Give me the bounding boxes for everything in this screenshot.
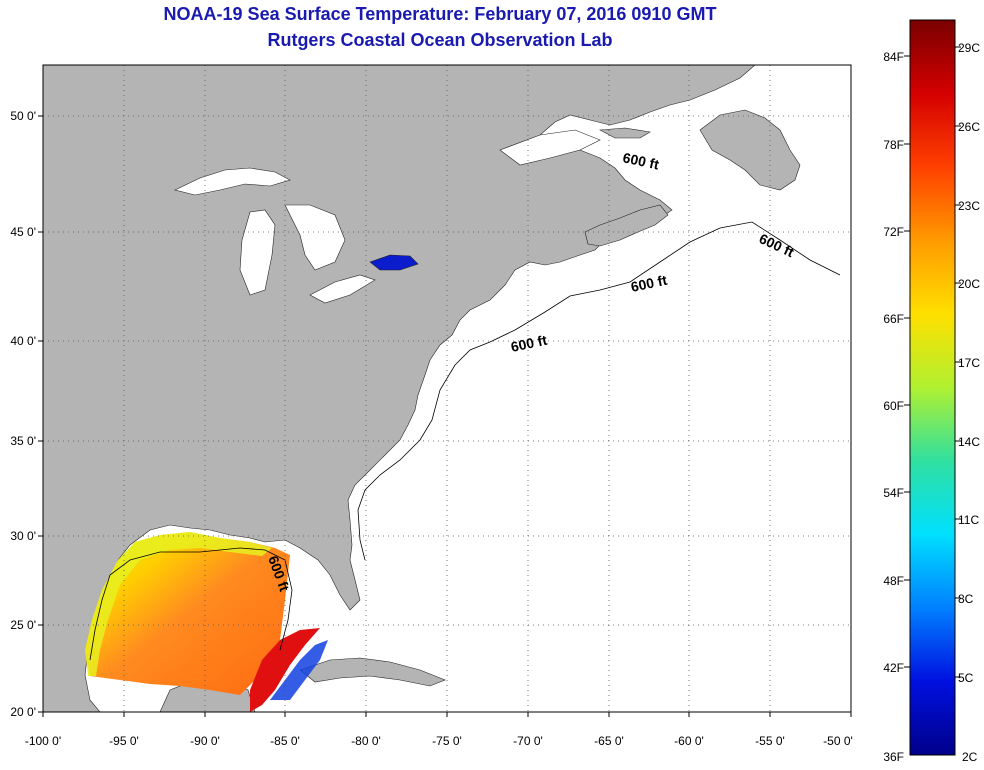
lat-tick-label: 40 0'	[10, 334, 36, 348]
lon-tick-label: -95 0'	[109, 734, 139, 748]
colorbar-f-label: 36F	[883, 750, 904, 764]
loop-current-blue	[270, 640, 328, 700]
lon-tick-label: -80 0'	[351, 734, 381, 748]
lon-tick-label: -85 0'	[270, 734, 300, 748]
colorbar-f-label: 84F	[883, 50, 904, 64]
anticosti-land	[598, 127, 651, 139]
colorbar-c-label: 17C	[958, 356, 980, 370]
map-title: NOAA-19 Sea Surface Temperature: Februar…	[163, 4, 717, 24]
colorbar-c-label: 5C	[958, 671, 974, 685]
lon-tick-label: -50 0'	[823, 734, 853, 748]
colorbar-gradient	[909, 19, 956, 756]
colorbar-f-label: 66F	[883, 312, 904, 326]
lat-tick-label: 35 0'	[10, 434, 36, 448]
lake-superior	[174, 167, 291, 196]
lon-axis: -100 0' -95 0' -90 0' -85 0' -80 0' -75 …	[25, 712, 853, 748]
colorbar-f-label: 42F	[883, 661, 904, 675]
colorbar-f-label: 48F	[883, 574, 904, 588]
lake-michigan	[239, 209, 276, 296]
lake-ontario	[369, 254, 419, 271]
newfoundland-land	[699, 109, 801, 191]
gulf-yellow-fringe	[85, 532, 272, 676]
lon-tick-label: -70 0'	[513, 734, 543, 748]
lat-tick-label: 50 0'	[10, 109, 36, 123]
isobath-600ft	[357, 221, 841, 561]
colorbar-c-label: 2C	[962, 750, 978, 764]
lat-tick-label: 20 0'	[10, 705, 36, 719]
lon-tick-label: -65 0'	[594, 734, 624, 748]
colorbar-c-label: 20C	[958, 277, 980, 291]
contour-label-1: 600 ft	[621, 149, 660, 172]
contour-label-3: 600 ft	[629, 272, 668, 295]
colorbar-c-label: 26C	[958, 120, 980, 134]
colorbar-f-label: 72F	[883, 225, 904, 239]
lat-axis: 50 0' 45 0' 40 0' 35 0' 30 0' 25 0' 20 0…	[10, 109, 43, 719]
isobath-600ft-gulf	[89, 547, 293, 661]
contour-label-4: 600 ft	[509, 332, 548, 355]
lon-tick-label: -55 0'	[755, 734, 785, 748]
lake-huron	[284, 204, 346, 271]
lon-tick-label: -90 0'	[190, 734, 220, 748]
lon-tick-label: -100 0'	[25, 734, 61, 748]
temperature-colorbar: 84F 78F 72F 66F 60F 54F 48F 42F 36F 29C …	[883, 19, 980, 764]
lat-tick-label: 25 0'	[10, 618, 36, 632]
lat-tick-label: 30 0'	[10, 529, 36, 543]
gulf-of-st-lawrence	[499, 129, 601, 166]
colorbar-c-label: 11C	[958, 513, 979, 527]
cuba-land	[299, 657, 446, 687]
colorbar-f-label: 60F	[883, 399, 904, 413]
map-subtitle: Rutgers Coastal Ocean Observation Lab	[267, 30, 613, 50]
lon-tick-label: -60 0'	[674, 734, 704, 748]
lake-erie	[309, 274, 376, 304]
colorbar-c-label: 29C	[958, 41, 980, 55]
lon-tick-label: -75 0'	[432, 734, 462, 748]
colorbar-f-label: 54F	[883, 486, 904, 500]
colorbar-c-label: 8C	[958, 592, 974, 606]
colorbar-c-label: 23C	[958, 199, 980, 213]
colorbar-f-label: 78F	[883, 138, 904, 152]
gulf-sst-field	[85, 532, 290, 695]
lat-tick-label: 45 0'	[10, 225, 36, 239]
colorbar-c-label: 14C	[958, 435, 980, 449]
nova-scotia-land	[584, 204, 669, 247]
